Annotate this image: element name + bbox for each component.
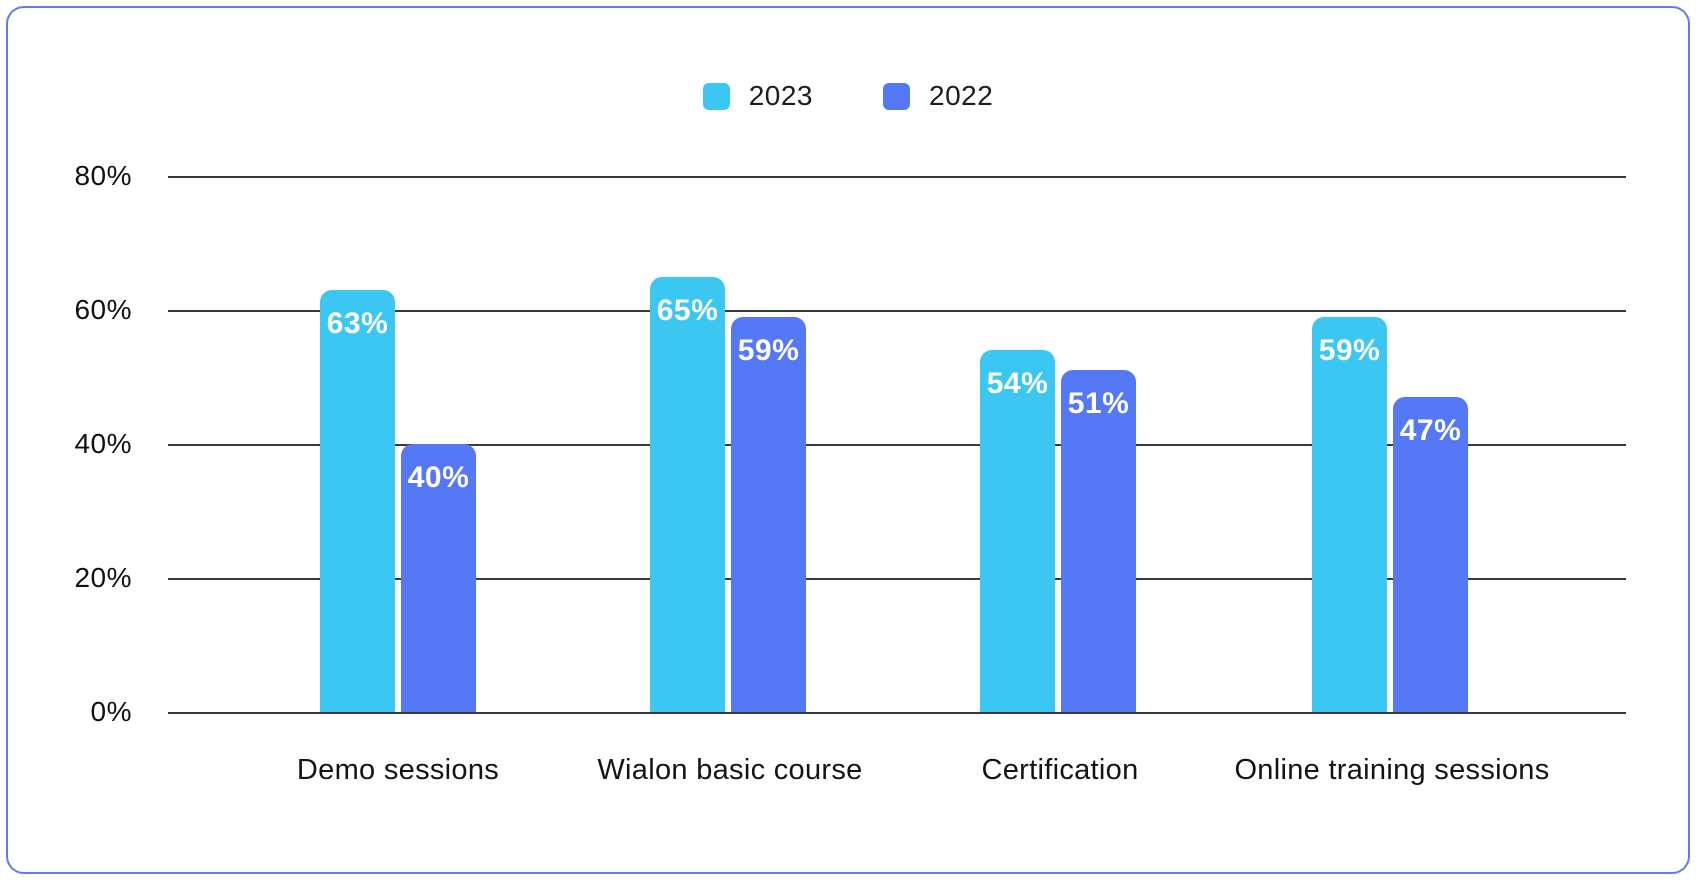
bar-2022-wialon-basic-course: 59% xyxy=(731,316,806,712)
bar-value-label: 63% xyxy=(326,306,389,340)
gridline-40 xyxy=(168,444,1626,446)
bar-2022-certification: 51% xyxy=(1061,370,1136,712)
gridline-0 xyxy=(168,712,1626,714)
chart-card: 2023 2022 80% 60% 40% 20% 0% 63% 40% 65% xyxy=(6,6,1690,874)
bar-value-label: 54% xyxy=(986,367,1049,401)
bar-2023-certification: 54% xyxy=(980,350,1055,712)
bar-group-online-training-sessions: 59% 47% xyxy=(1312,176,1468,712)
gridline-80 xyxy=(168,176,1626,178)
legend: 2023 2022 xyxy=(8,80,1688,112)
bar-2022-online-training-sessions: 47% xyxy=(1393,397,1468,712)
x-axis-label-demo-sessions: Demo sessions xyxy=(296,754,500,786)
legend-item-2023: 2023 xyxy=(702,80,813,112)
bar-2023-demo-sessions: 63% xyxy=(320,289,395,712)
y-axis-tick-0: 0% xyxy=(90,696,132,727)
bar-value-label: 40% xyxy=(407,461,470,494)
bar-group-wialon-basic-course: 65% 59% xyxy=(650,176,806,712)
legend-item-2022: 2022 xyxy=(883,80,993,112)
y-axis-tick-60: 60% xyxy=(74,294,132,325)
gridline-20 xyxy=(168,578,1626,580)
bar-value-label: 59% xyxy=(737,333,800,367)
bar-2023-wialon-basic-course: 65% xyxy=(650,276,725,712)
legend-label-2023: 2023 xyxy=(748,80,813,111)
gridline-60 xyxy=(168,310,1626,312)
y-axis-tick-80: 80% xyxy=(74,160,132,191)
x-axis-label-wialon-basic-course: Wialon basic course xyxy=(597,754,863,786)
x-axis-label-certification: Certification xyxy=(981,754,1139,786)
bar-value-label: 59% xyxy=(1318,333,1381,367)
bar-2022-demo-sessions: 40% xyxy=(401,444,476,712)
y-axis-tick-20: 20% xyxy=(74,562,132,593)
bar-group-demo-sessions: 63% 40% xyxy=(320,176,476,712)
y-axis-tick-40: 40% xyxy=(74,428,132,459)
bar-value-label: 47% xyxy=(1399,414,1462,448)
x-axis-label-online-training-sessions: Online training sessions xyxy=(1234,754,1550,786)
bar-value-label: 65% xyxy=(656,293,719,327)
bar-2023-online-training-sessions: 59% xyxy=(1312,316,1387,712)
bar-value-label: 51% xyxy=(1067,387,1130,421)
legend-swatch-2023 xyxy=(702,82,730,110)
bar-group-certification: 54% 51% xyxy=(980,176,1136,712)
plot-area: 80% 60% 40% 20% 0% 63% 40% 65% 59% 54% xyxy=(74,160,1626,727)
legend-swatch-2022 xyxy=(883,82,910,110)
legend-label-2022: 2022 xyxy=(929,80,994,111)
